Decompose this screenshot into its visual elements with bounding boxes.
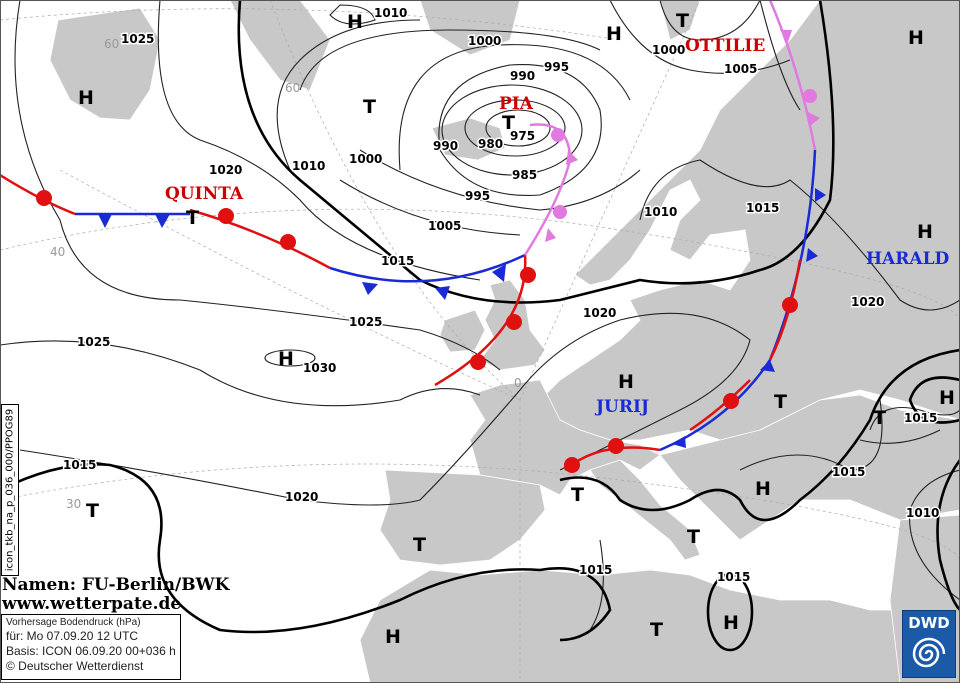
greenland	[49, 7, 161, 121]
high-marker: H	[347, 11, 363, 33]
cold-front-triangles	[98, 188, 826, 448]
low-marker: T	[571, 484, 584, 506]
greenland-east	[229, 0, 331, 91]
isobar-label: 985	[512, 168, 537, 182]
isobar-label: 1020	[583, 306, 616, 320]
isobar-label: 1015	[579, 563, 612, 577]
isobar-label: 1010	[644, 205, 677, 219]
high-marker: H	[618, 371, 634, 393]
isobar-labels: 1005 990 995 1000 980 990 985 995 1005 1…	[62, 33, 941, 586]
grid-label: 30	[66, 497, 81, 511]
isobar-label: 1005	[428, 219, 461, 233]
high-marker: H	[939, 387, 955, 409]
low-marker: T	[873, 407, 886, 429]
high-marker: H	[755, 478, 771, 500]
pressure-centres: H 1010 H T 1000 OTTILIE H H 1025 T PIA T…	[78, 5, 955, 649]
high-marker: H	[723, 612, 739, 634]
forecast-info-box: Vorhersage Bodendruck (hPa) für: Mo 07.0…	[1, 614, 181, 680]
high-name: JURIJ	[594, 397, 649, 417]
isobar-label: 1020	[851, 295, 884, 309]
low-marker: T	[413, 534, 426, 556]
high-name: HARALD	[866, 249, 950, 269]
high-marker: H	[385, 626, 401, 648]
novaya-zemlya	[659, 0, 701, 41]
high-marker: H	[917, 221, 933, 243]
swirl-icon	[912, 637, 946, 668]
low-marker: T	[502, 112, 515, 134]
low-marker: T	[86, 500, 99, 522]
western-europe	[469, 379, 661, 496]
cold-front	[329, 253, 526, 283]
model-basis: Basis: ICON 06.09.20 00+036 h	[6, 644, 176, 658]
grid-label: 40	[50, 245, 65, 259]
isobar-label: 995	[465, 189, 490, 203]
high-marker: H	[606, 23, 622, 45]
isobar-label: 980	[478, 137, 503, 151]
isobars	[0, 0, 960, 652]
isobar-label: 1010	[292, 159, 325, 173]
product-code: icon_tkb_na_p_036_000/PPOG89	[4, 408, 16, 572]
center-pressure: 1015	[904, 411, 937, 425]
credits: Namen: FU-Berlin/BWK www.wetterpate.de	[2, 576, 229, 614]
center-pressure: 1000	[652, 43, 685, 57]
low-marker: T	[186, 207, 199, 229]
low-name: OTTILIE	[685, 36, 765, 56]
isobar-label: 1020	[285, 490, 318, 504]
low-name: PIA	[499, 94, 534, 114]
copyright: © Deutscher Wetterdienst	[6, 659, 144, 673]
valid-time: für: Mo 07.09.20 12 UTC	[6, 629, 139, 643]
occluded-front-symbols	[545, 30, 820, 242]
isobar-label: 1020	[209, 163, 242, 177]
occluded-front	[768, 0, 817, 151]
names-credit: Namen: FU-Berlin/BWK	[2, 575, 230, 595]
low-marker: T	[774, 391, 787, 413]
center-pressure: 1010	[374, 6, 407, 20]
low-marker: T	[363, 96, 376, 118]
isobar-label: 1010	[906, 506, 939, 520]
high-marker: H	[278, 348, 294, 370]
isobar-label: 1000	[468, 34, 501, 48]
warm-front	[189, 208, 331, 270]
website-link[interactable]: www.wetterpate.de	[2, 594, 182, 614]
dwd-logo: DWD	[902, 610, 956, 678]
iberia	[379, 469, 546, 566]
center-pressure: 1030	[303, 361, 336, 375]
isobar-label: 1015	[746, 201, 779, 215]
isobar-label: 1000	[349, 152, 382, 166]
isobar-label: 990	[510, 69, 535, 83]
product-code-box: icon_tkb_na_p_036_000/PPOG89	[1, 404, 19, 576]
land-areas	[49, 0, 960, 683]
isobar-label: 1025	[349, 315, 382, 329]
low-name: QUINTA	[165, 184, 244, 204]
high-marker: H	[908, 27, 924, 49]
grid-label: 60	[285, 81, 300, 95]
grid-label: 60	[104, 37, 119, 51]
isobar-label: 1015	[63, 458, 96, 472]
fronts	[0, 0, 826, 473]
center-pressure: 1025	[121, 32, 154, 46]
grid-label: 0	[514, 376, 522, 390]
isobar-label: 995	[544, 60, 569, 74]
isobar-label: 1015	[717, 570, 750, 584]
isobar-label: 1005	[724, 62, 757, 76]
low-marker: T	[650, 619, 663, 641]
warm-front	[689, 259, 802, 432]
isobar-label: 1015	[832, 465, 865, 479]
forecast-title: Vorhersage Bodendruck (hPa)	[6, 617, 141, 628]
north-africa	[359, 569, 901, 683]
dwd-logo-text: DWD	[908, 614, 950, 632]
isobar-label: 1015	[381, 254, 414, 268]
low-marker: T	[676, 10, 689, 32]
warm-front-semicircles	[36, 190, 798, 473]
center-pressure: 975	[510, 129, 535, 143]
high-marker: H	[78, 87, 94, 109]
low-marker: T	[687, 526, 700, 548]
isobar-label: 990	[433, 139, 458, 153]
isobar-label: 1025	[77, 335, 110, 349]
svalbard	[419, 0, 521, 56]
